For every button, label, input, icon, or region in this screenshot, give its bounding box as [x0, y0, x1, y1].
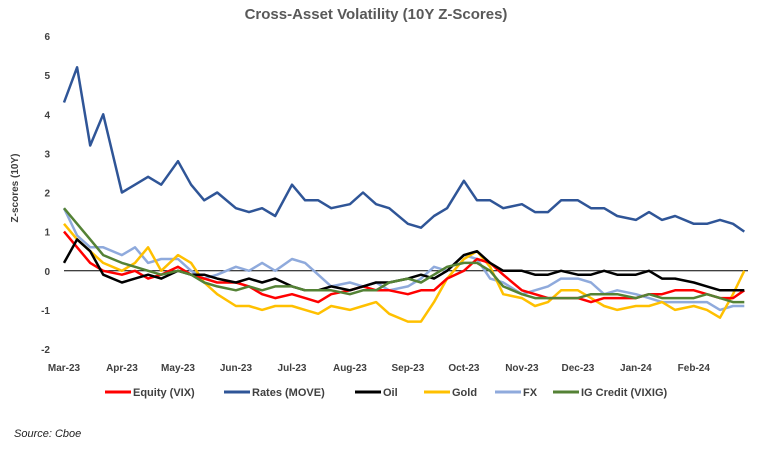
legend-label: Oil — [383, 387, 398, 399]
y-tick-label: 6 — [44, 32, 50, 43]
y-tick-label: 3 — [44, 149, 50, 160]
series-line-ig-credit-vixig — [63, 207, 745, 304]
legend-label: Equity (VIX) — [133, 387, 195, 399]
y-tick-label: -2 — [41, 345, 50, 356]
series-line-gold — [63, 222, 746, 323]
legend-label: FX — [523, 387, 538, 399]
legend-label: Gold — [452, 387, 477, 399]
legend: Equity (VIX) Rates (MOVE) Oil Gold FX IG Cred… — [105, 387, 668, 399]
y-tick-label: 4 — [44, 110, 50, 121]
series-line-fx — [62, 207, 745, 312]
y-tick-label: 2 — [44, 189, 50, 200]
y-tick-label: 0 — [44, 267, 50, 278]
x-tick-label: May-23 — [161, 363, 195, 374]
y-axis-title: Z-scores (10Y) — [10, 154, 21, 223]
legend-label: IG Credit (VIXIG) — [581, 387, 668, 399]
x-tick-label: Aug-23 — [333, 363, 367, 374]
x-tick-label: Nov-23 — [505, 363, 539, 374]
x-tick-label: Feb-24 — [678, 363, 711, 374]
x-tick-label: Oct-23 — [448, 363, 480, 374]
x-tick-label: Mar-23 — [48, 363, 81, 374]
legend-label: Rates (MOVE) — [252, 387, 325, 399]
x-tick-label: Jan-24 — [620, 363, 652, 374]
x-tick-labels: Mar-23 Apr-23 May-23 Jun-23 Jul-23 Aug-23 Sep-… — [48, 363, 710, 374]
y-tick-labels: -2 -1 0 1 2 3 4 5 6 — [41, 32, 50, 356]
y-tick-label: 1 — [44, 228, 50, 239]
chart-title: Cross-Asset Volatility (10Y Z-Scores) — [245, 6, 508, 23]
x-tick-label: Jul-23 — [278, 363, 307, 374]
x-tick-label: Apr-23 — [106, 363, 138, 374]
series-lines — [62, 66, 746, 323]
y-tick-label: 5 — [44, 71, 50, 82]
series-line-rates-move — [62, 66, 746, 233]
x-tick-label: Sep-23 — [391, 363, 424, 374]
x-tick-label: Dec-23 — [562, 363, 595, 374]
x-tick-label: Jun-23 — [220, 363, 253, 374]
source-note: Source: Cboe — [14, 428, 82, 440]
y-tick-label: -1 — [41, 306, 50, 317]
